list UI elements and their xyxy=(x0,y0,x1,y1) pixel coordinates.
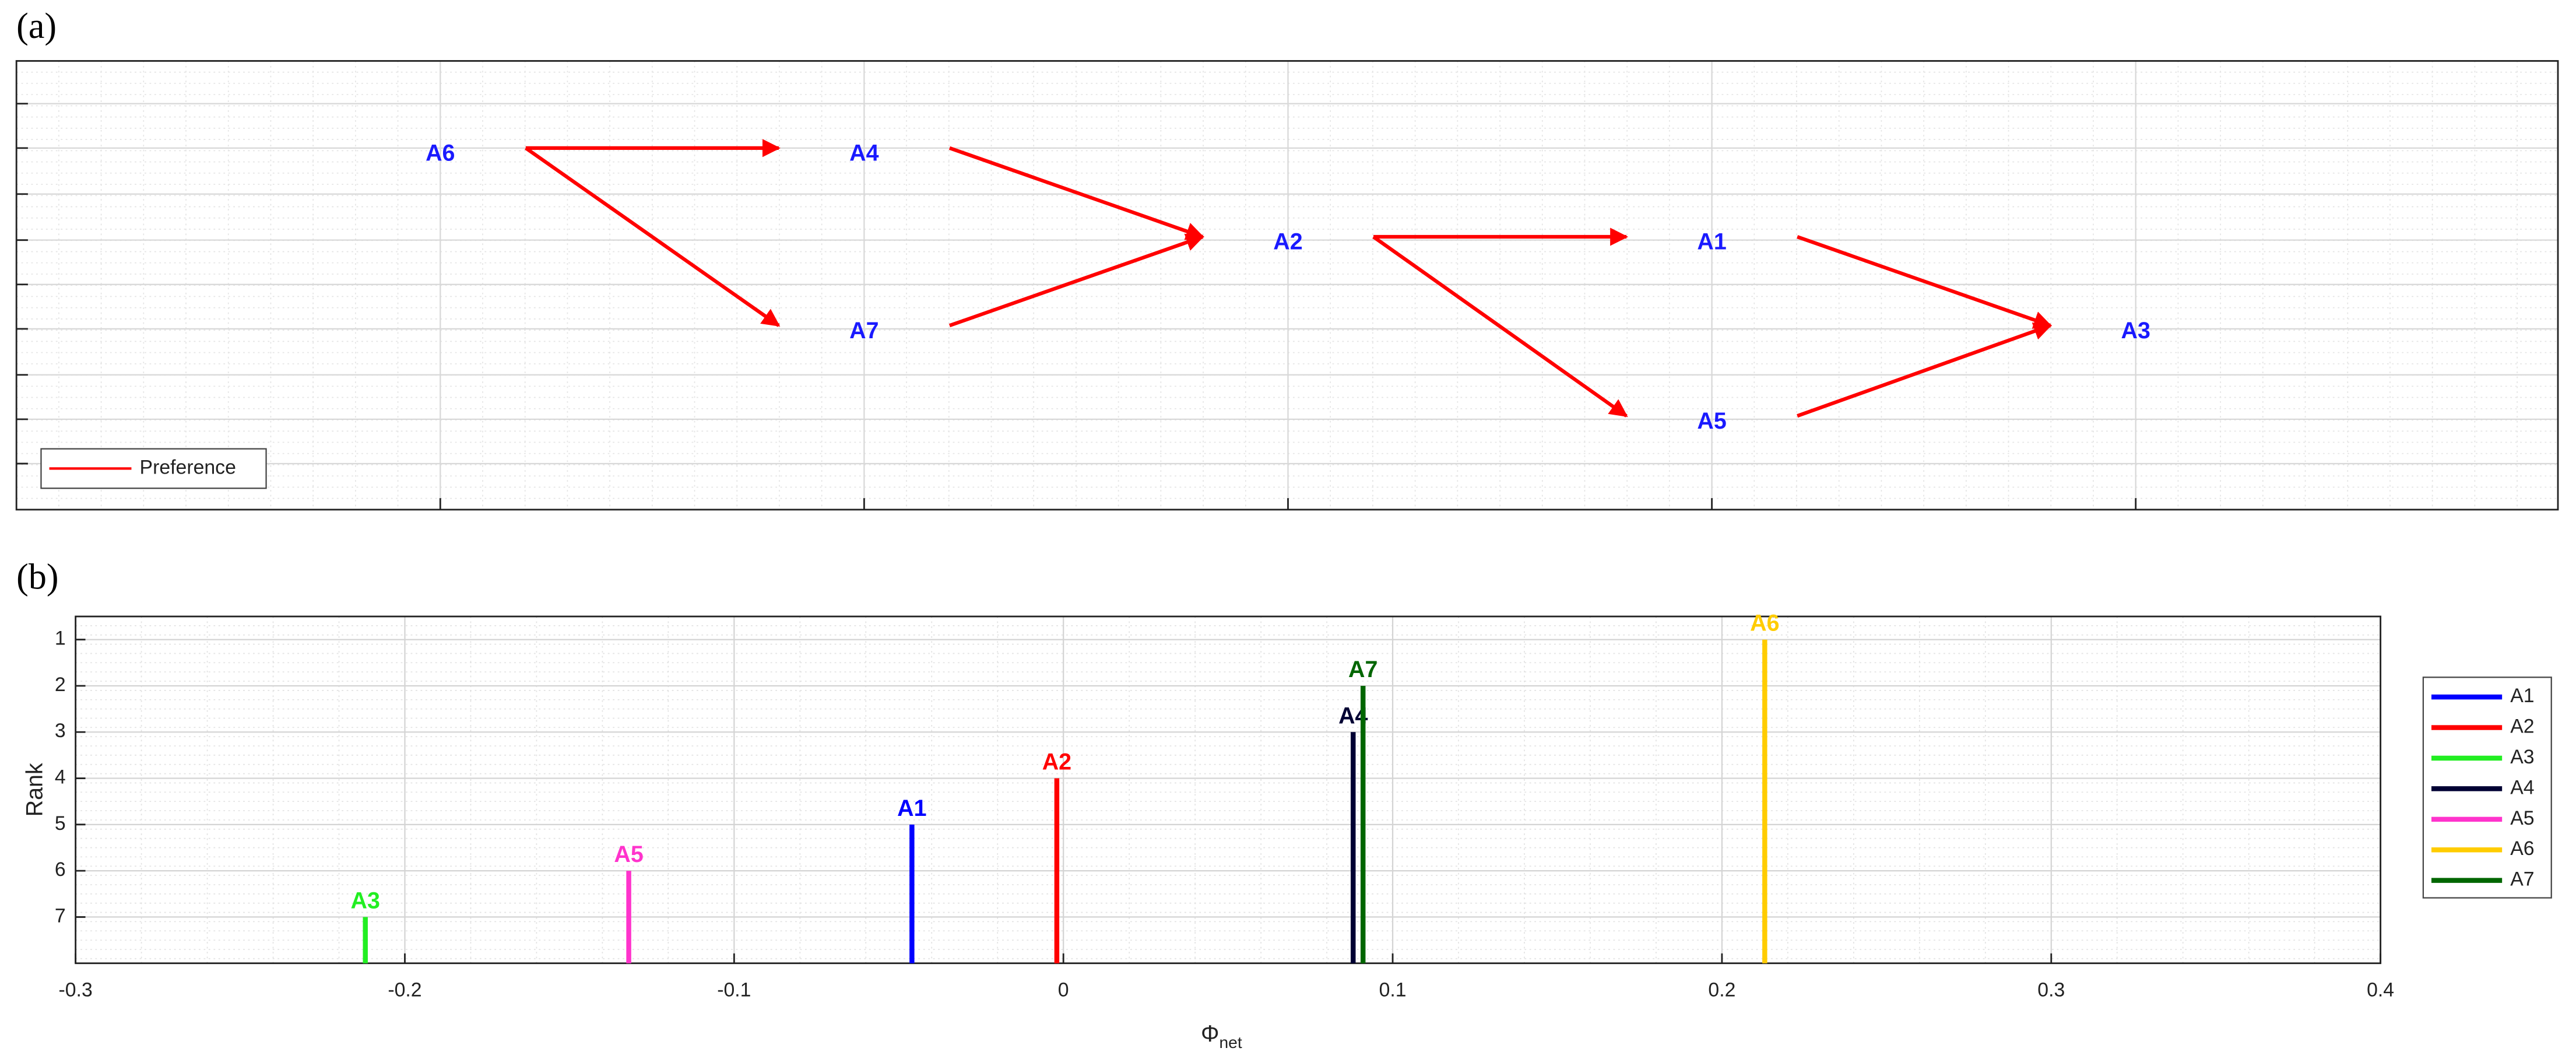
y-tick-label: 6 xyxy=(55,858,66,881)
legend-label: A6 xyxy=(2510,837,2534,860)
stem-label: A1 xyxy=(897,795,926,821)
node-label: A1 xyxy=(1697,229,1726,255)
x-tick-label: -0.3 xyxy=(59,979,93,1001)
node-label: A6 xyxy=(426,141,455,166)
legend-label: A3 xyxy=(2510,746,2534,768)
x-tick-label: -0.2 xyxy=(388,979,421,1001)
y-tick-label: 3 xyxy=(55,720,66,742)
x-tick-label: -0.1 xyxy=(717,979,751,1001)
y-axis-label: Rank xyxy=(22,763,47,816)
plot-area xyxy=(75,616,2381,963)
preference-arrow xyxy=(1372,235,1628,418)
legend-label: Preference xyxy=(140,456,236,478)
y-tick-label: 4 xyxy=(55,766,66,788)
plot-frame xyxy=(15,60,2559,511)
y-tick-label: 1 xyxy=(55,628,66,650)
legend-label: A5 xyxy=(2510,807,2534,829)
x-tick-label: 0 xyxy=(1058,979,1069,1001)
panel-label: (a) xyxy=(16,6,57,46)
preference-arrow xyxy=(1797,323,2053,418)
stem-label: A7 xyxy=(1348,657,1377,682)
x-tick-label: 0.2 xyxy=(1708,979,1735,1001)
node-label: A5 xyxy=(1697,408,1726,434)
x-axis-subscript: net xyxy=(1220,1033,1242,1052)
plot-frame xyxy=(75,615,2382,965)
y-tick-label: 5 xyxy=(55,812,66,835)
legend-label: A4 xyxy=(2510,776,2534,798)
y-tick-label: 2 xyxy=(55,674,66,696)
legend-label: A7 xyxy=(2510,868,2534,891)
panel-label: (b) xyxy=(16,557,58,597)
preference-arrow xyxy=(948,233,1204,328)
x-tick-label: 0.4 xyxy=(2367,979,2394,1001)
stem-label: A2 xyxy=(1042,749,1071,775)
node-label: A4 xyxy=(849,141,878,166)
stem-label: A3 xyxy=(351,888,380,913)
preference-arrow xyxy=(948,146,1204,240)
node-label: A3 xyxy=(2121,318,2150,344)
stem-label: A6 xyxy=(1750,611,1779,636)
x-tick-label: 0.1 xyxy=(1379,979,1407,1001)
legend-label: A2 xyxy=(2510,715,2534,737)
preference-arrow xyxy=(525,146,781,327)
y-tick-label: 7 xyxy=(55,905,66,927)
x-axis-label: Φnet xyxy=(1201,1021,1242,1052)
stem-label: A5 xyxy=(614,842,643,867)
x-axis-symbol: Φ xyxy=(1201,1021,1219,1047)
legend-label: A1 xyxy=(2510,685,2534,707)
node-label: A7 xyxy=(849,318,878,344)
x-tick-label: 0.3 xyxy=(2037,979,2065,1001)
preference-arrow xyxy=(1797,235,2053,329)
node-label: A2 xyxy=(1273,229,1302,255)
